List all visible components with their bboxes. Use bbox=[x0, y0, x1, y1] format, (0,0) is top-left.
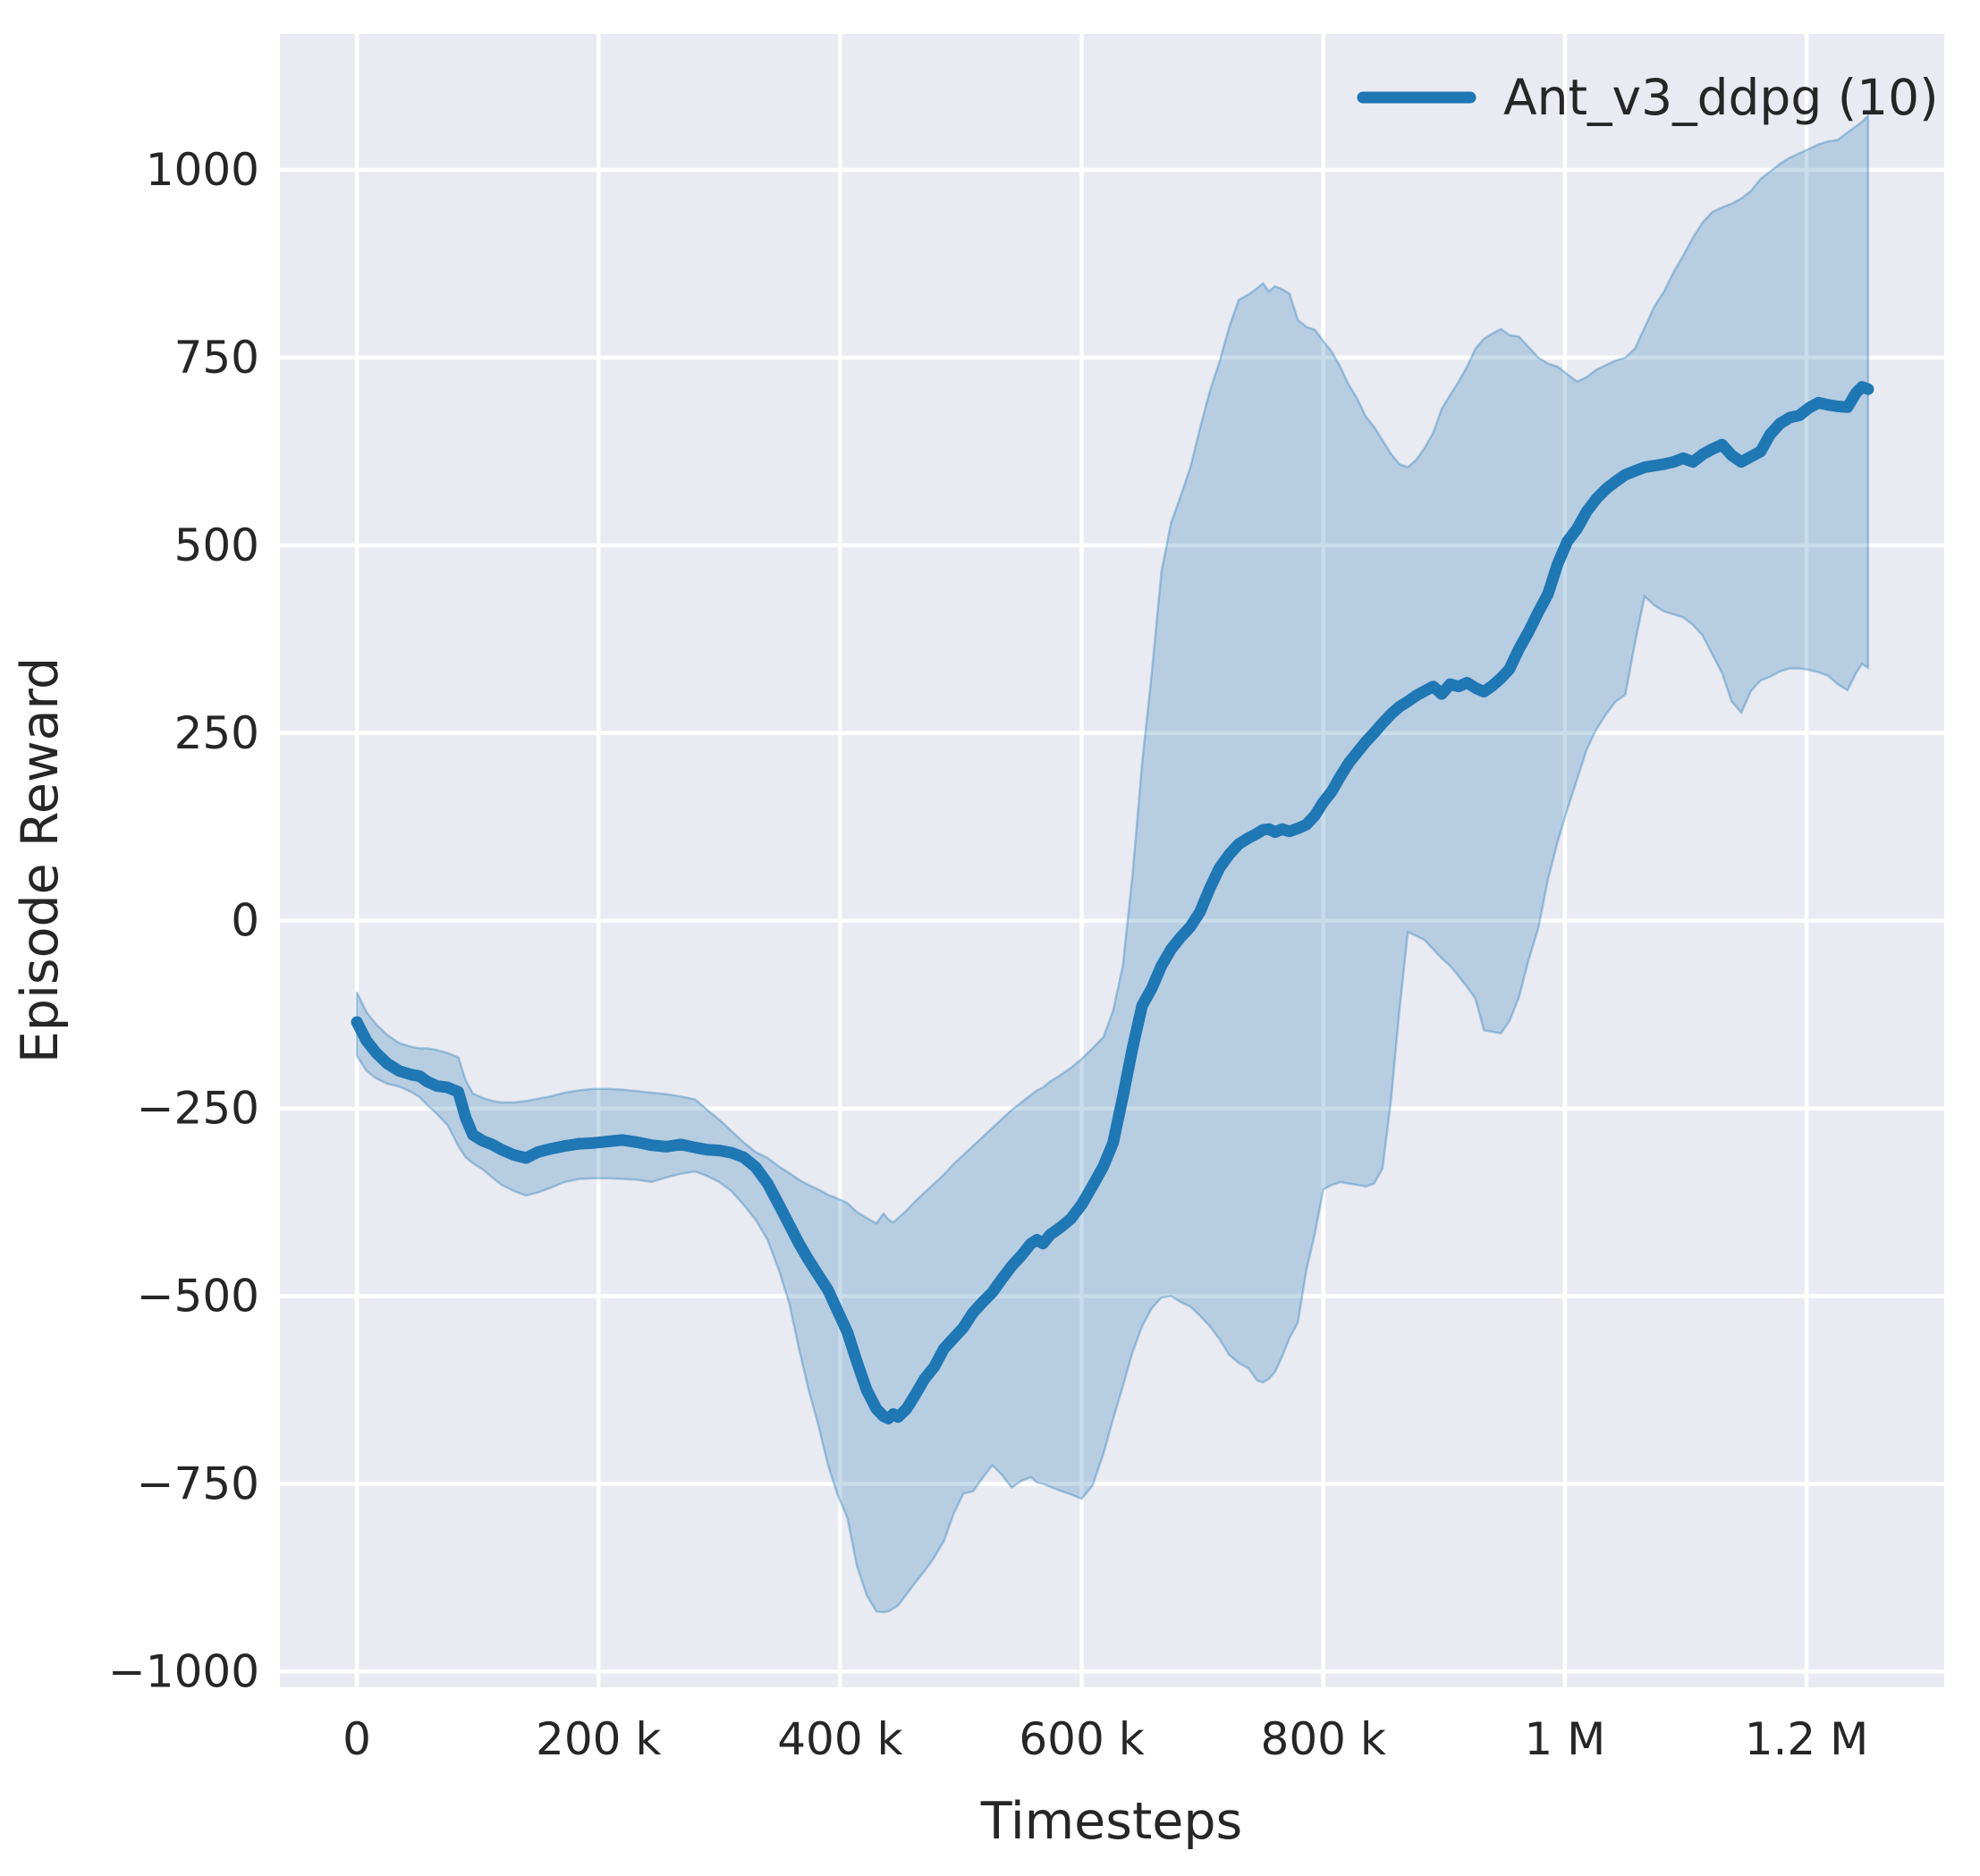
x-tick-label: 200 k bbox=[536, 1713, 661, 1765]
legend: Ant_v3_ddpg (10) bbox=[1357, 69, 1939, 126]
y-tick-label: 250 bbox=[174, 707, 259, 759]
x-tick-label: 800 k bbox=[1261, 1713, 1386, 1765]
y-tick-label: −500 bbox=[137, 1271, 259, 1322]
y-tick-label: 0 bbox=[231, 895, 259, 947]
x-tick-label: 600 k bbox=[1019, 1713, 1144, 1765]
plot-area bbox=[280, 34, 1944, 1687]
legend-label: Ant_v3_ddpg (10) bbox=[1503, 69, 1939, 126]
gridlines bbox=[280, 34, 1944, 1687]
x-tick-label: 0 bbox=[343, 1713, 371, 1765]
y-tick-label: 750 bbox=[174, 332, 259, 384]
confidence-band bbox=[355, 113, 1870, 1614]
y-tick-labels: 1000 750 500 250 0 −250 −500 −750 −1000 bbox=[108, 144, 259, 1697]
x-tick-label: 400 k bbox=[777, 1713, 902, 1765]
y-axis-label: Episode Reward bbox=[11, 657, 70, 1063]
y-tick-label: −1000 bbox=[108, 1645, 259, 1697]
mean-line bbox=[351, 381, 1874, 1424]
x-axis-label: Timesteps bbox=[980, 1792, 1243, 1851]
x-tick-label: 1 M bbox=[1524, 1713, 1605, 1765]
x-tick-label: 1.2 M bbox=[1745, 1713, 1869, 1765]
x-tick-labels: 0 200 k 400 k 600 k 800 k 1 M 1.2 M bbox=[343, 1713, 1868, 1765]
y-tick-label: −750 bbox=[137, 1458, 259, 1509]
y-tick-label: −250 bbox=[137, 1083, 259, 1135]
y-tick-label: 500 bbox=[174, 520, 259, 571]
y-tick-label: 1000 bbox=[146, 144, 259, 196]
